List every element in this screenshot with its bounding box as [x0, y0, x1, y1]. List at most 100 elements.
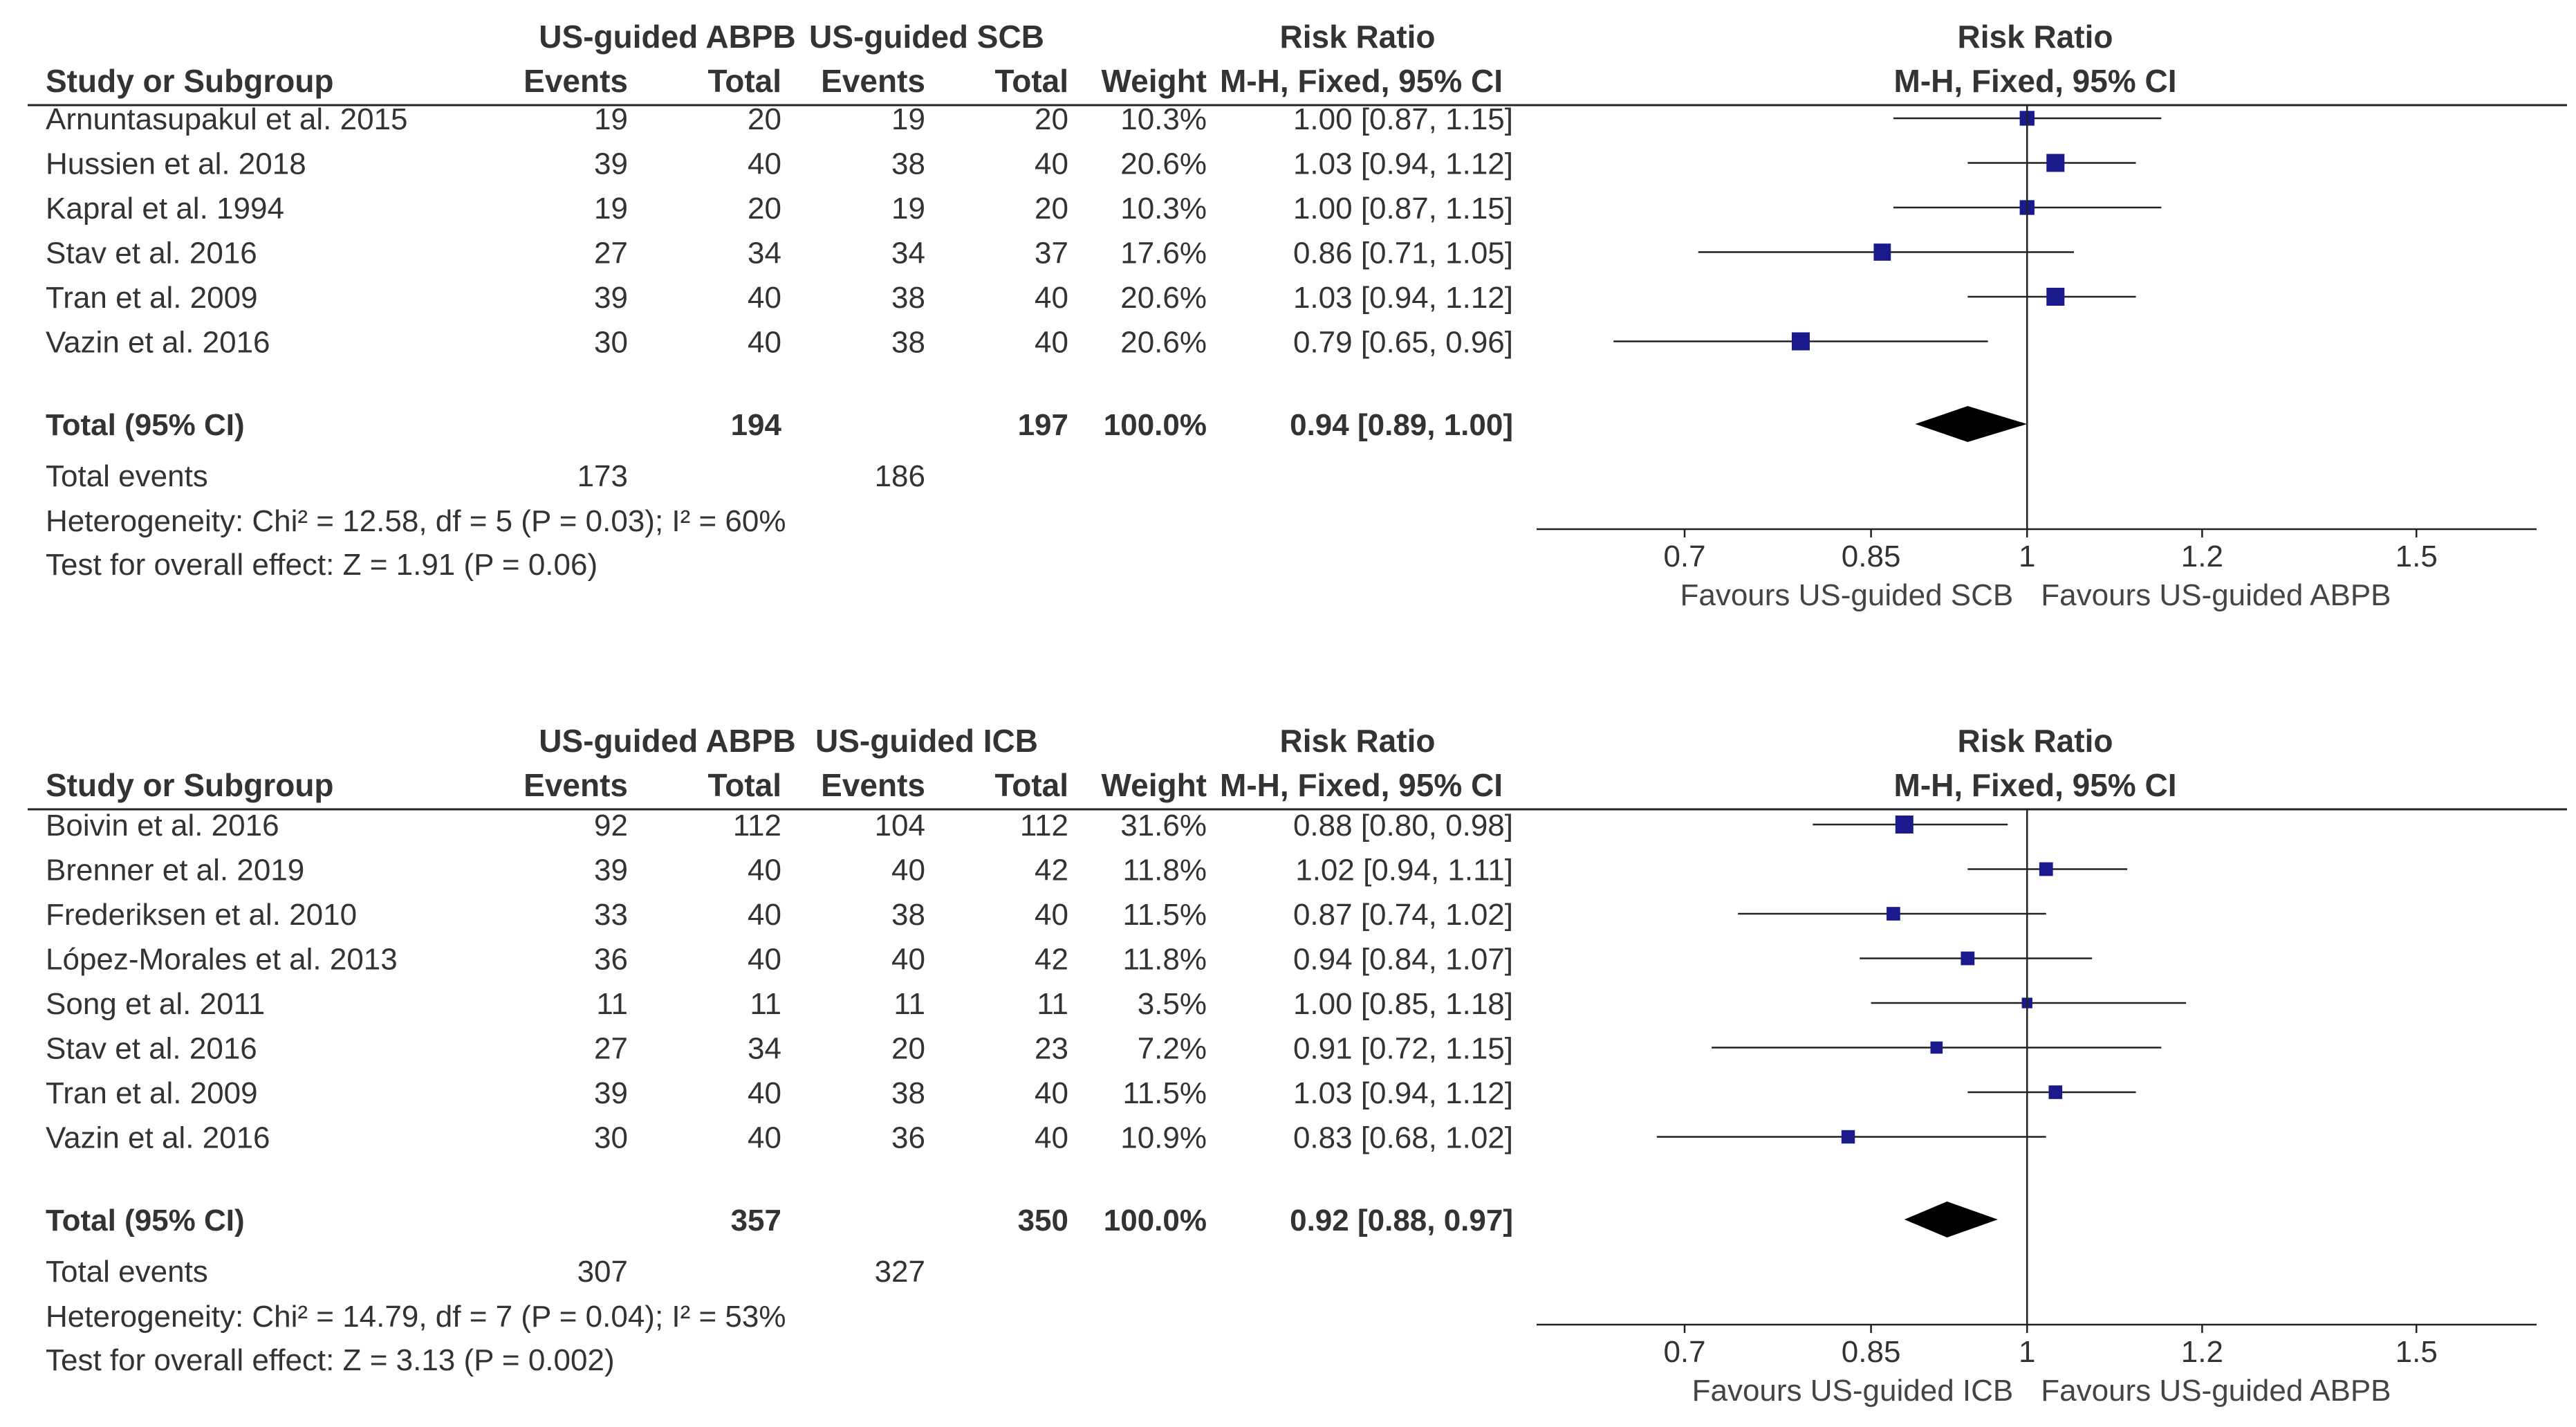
forest-plot-2: US-guided ABPB US-guided ICB Risk Ratio Ris…	[28, 723, 2567, 1408]
control-total: 37	[1035, 237, 1068, 270]
experimental-group-header: US-guided ABPB	[539, 19, 795, 55]
experimental-total: 40	[748, 943, 781, 977]
control-total: 42	[1035, 943, 1068, 977]
favours-right-label: Favours US-guided ABPB	[2041, 1374, 2391, 1408]
study-name: Brenner et al. 2019	[46, 854, 304, 887]
control-total: 40	[1035, 147, 1068, 181]
control-total: 40	[1035, 281, 1068, 315]
study-risk-ratio-ci: 0.87 [0.74, 1.02]	[1293, 898, 1513, 932]
study-risk-ratio-ci: 1.00 [0.87, 1.15]	[1293, 102, 1513, 136]
study-risk-ratio-ci: 0.88 [0.80, 0.98]	[1293, 809, 1513, 843]
control-events: 19	[891, 192, 925, 225]
control-events-header: Events	[821, 767, 925, 803]
experimental-total: 40	[748, 147, 781, 181]
pooled-effect-diamond	[1904, 1202, 1998, 1237]
heterogeneity-statistics: Heterogeneity: Chi² = 12.58, df = 5 (P =…	[46, 504, 786, 538]
favours-left-label: Favours US-guided SCB	[1680, 578, 2013, 612]
control-total: 11	[1037, 987, 1068, 1021]
experimental-events: 27	[594, 237, 628, 270]
study-name: Stav et al. 2016	[46, 237, 257, 270]
experimental-events: 30	[594, 1121, 628, 1155]
total-label: Total (95% CI)	[46, 408, 245, 442]
study-weight: 3.5%	[1138, 987, 1207, 1021]
weight-header: Weight	[1102, 767, 1207, 803]
risk-ratio-header: Risk Ratio	[1280, 723, 1436, 759]
study-column-header: Study or Subgroup	[46, 63, 334, 99]
study-risk-ratio-ci: 1.02 [0.94, 1.11]	[1295, 854, 1513, 887]
study-name: Vazin et al. 2016	[46, 1121, 270, 1155]
control-events: 36	[891, 1121, 925, 1155]
experimental-total: 34	[748, 1032, 781, 1066]
experimental-events: 19	[594, 102, 628, 136]
study-name: Kapral et al. 1994	[46, 192, 284, 225]
total-events-label: Total events	[46, 459, 208, 493]
x-tick-label: 0.85	[1842, 1335, 1901, 1369]
control-total-sum: 197	[1018, 408, 1068, 442]
study-risk-ratio-ci: 1.03 [0.94, 1.12]	[1293, 281, 1513, 315]
control-total: 40	[1035, 1076, 1068, 1110]
experimental-events: 39	[594, 1076, 628, 1110]
forest-plot-1: US-guided ABPB US-guided SCB Risk Ratio Ris…	[28, 19, 2567, 612]
experimental-total: 40	[748, 281, 781, 315]
experimental-total-events: 173	[577, 459, 628, 493]
experimental-total: 11	[750, 987, 781, 1021]
x-tick-label: 1.2	[2181, 1335, 2223, 1369]
control-group-header: US-guided SCB	[809, 19, 1044, 55]
study-weight: 11.5%	[1123, 898, 1207, 932]
control-events: 38	[891, 898, 925, 932]
experimental-total-sum: 194	[731, 408, 782, 442]
effect-marker	[1873, 243, 1891, 261]
control-total-sum: 350	[1018, 1204, 1068, 1237]
plot-ci-method-header: M-H, Fixed, 95% CI	[1894, 63, 2177, 99]
experimental-events-header: Events	[523, 63, 628, 99]
plot-risk-ratio-header: Risk Ratio	[1958, 19, 2113, 55]
control-events: 38	[891, 281, 925, 315]
x-tick-label: 1.2	[2181, 540, 2223, 573]
overall-effect-test: Test for overall effect: Z = 3.13 (P = 0…	[46, 1343, 615, 1377]
total-weight: 100.0%	[1104, 1204, 1207, 1237]
experimental-events: 36	[594, 943, 628, 977]
x-tick-label: 0.7	[1663, 540, 1705, 573]
experimental-events: 39	[594, 854, 628, 887]
control-events: 104	[875, 809, 925, 843]
experimental-total-sum: 357	[731, 1204, 781, 1237]
control-events: 38	[891, 147, 925, 181]
effect-marker	[1887, 907, 1900, 921]
study-name: Tran et al. 2009	[46, 281, 258, 315]
risk-ratio-header: Risk Ratio	[1280, 19, 1436, 55]
control-total: 42	[1035, 854, 1068, 887]
study-risk-ratio-ci: 0.91 [0.72, 1.15]	[1293, 1032, 1513, 1066]
control-events: 11	[893, 987, 925, 1021]
ci-method-header: M-H, Fixed, 95% CI	[1220, 767, 1503, 803]
effect-marker	[1841, 1130, 1855, 1144]
experimental-total: 40	[748, 326, 781, 360]
control-total: 40	[1035, 898, 1068, 932]
study-risk-ratio-ci: 0.94 [0.84, 1.07]	[1293, 943, 1513, 977]
effect-marker	[2046, 288, 2065, 306]
study-column-header: Study or Subgroup	[46, 767, 334, 803]
control-events: 38	[891, 326, 925, 360]
pooled-risk-ratio-ci: 0.92 [0.88, 0.97]	[1290, 1204, 1513, 1237]
x-tick-label: 0.85	[1842, 540, 1901, 573]
experimental-total: 40	[748, 854, 781, 887]
control-events-header: Events	[821, 63, 925, 99]
control-total-events: 186	[875, 459, 925, 493]
effect-marker	[1930, 1041, 1943, 1054]
experimental-total: 40	[748, 898, 781, 932]
study-name: Stav et al. 2016	[46, 1032, 257, 1066]
control-total: 23	[1035, 1032, 1068, 1066]
total-events-label: Total events	[46, 1255, 208, 1289]
experimental-total: 20	[748, 192, 781, 225]
study-name: Tran et al. 2009	[46, 1076, 258, 1110]
weight-header: Weight	[1102, 63, 1207, 99]
study-weight: 10.3%	[1120, 192, 1207, 225]
study-weight: 11.8%	[1123, 854, 1207, 887]
control-total: 40	[1035, 1121, 1068, 1155]
study-name: Song et al. 2011	[46, 987, 265, 1021]
experimental-total-header: Total	[708, 63, 781, 99]
experimental-events: 39	[594, 281, 628, 315]
x-tick-label: 1	[2019, 1335, 2035, 1369]
x-tick-label: 1	[2019, 540, 2035, 573]
study-risk-ratio-ci: 1.00 [0.85, 1.18]	[1293, 987, 1513, 1021]
